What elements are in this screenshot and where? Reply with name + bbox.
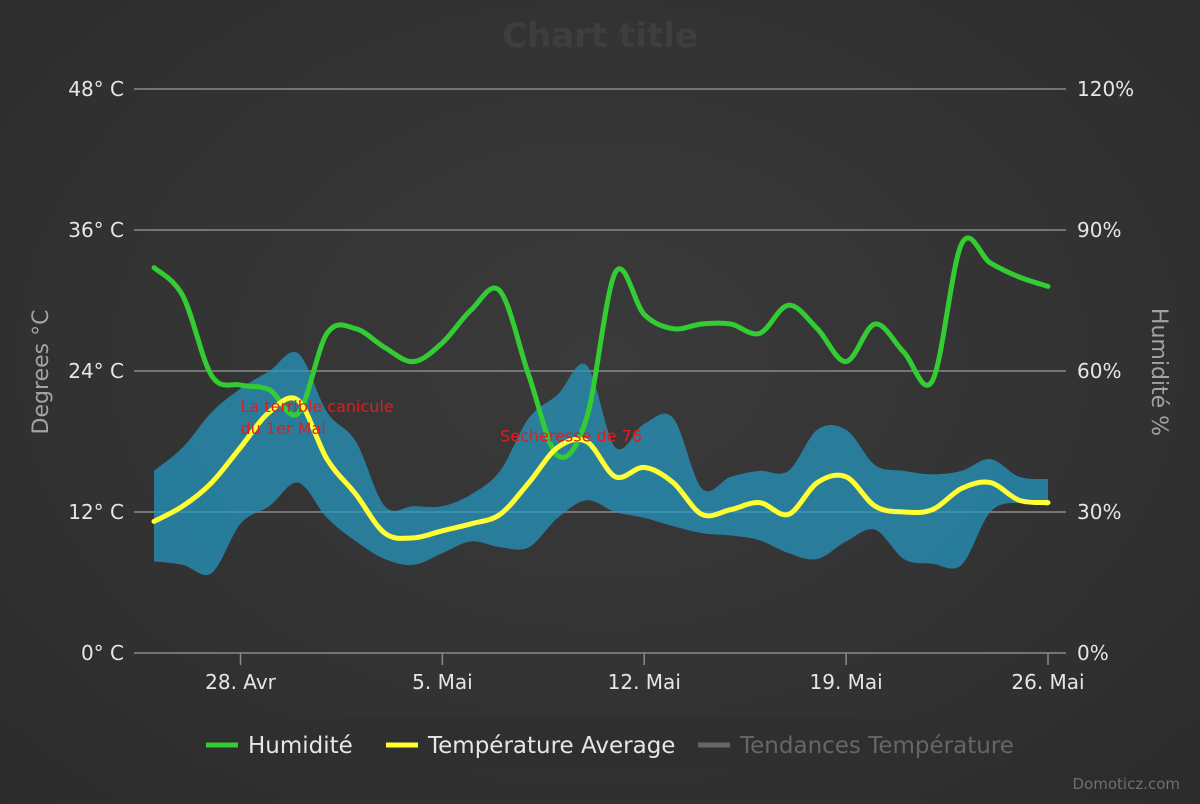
series-lines	[151, 235, 1051, 541]
legend-item-2[interactable]: Tendances Température	[739, 733, 1014, 759]
y-left-tick-label: 48° C	[68, 77, 124, 101]
annotation-0-line-1: du 1er Mai	[241, 419, 326, 438]
y-left-tick-label: 0° C	[81, 641, 124, 665]
x-axis: 28. Avr 5. Mai 12. Mai 19. Mai 26. Mai	[205, 653, 1085, 694]
series-line-1	[151, 395, 1051, 541]
legend-item-1[interactable]: Température Average	[427, 733, 675, 759]
x-tick-label: 19. Mai	[810, 670, 883, 694]
y-left-tick-label: 24° C	[68, 359, 124, 383]
y-axis-left-title: Degrees °C	[29, 310, 54, 435]
y-left-tick-label: 12° C	[68, 500, 124, 524]
y-right-tick-label: 0%	[1077, 641, 1109, 665]
x-tick-label: 12. Mai	[608, 670, 681, 694]
series-line-0	[151, 235, 1051, 460]
y-right-tick-label: 90%	[1077, 218, 1121, 242]
x-tick-label: 5. Mai	[412, 670, 473, 694]
x-tick-label: 28. Avr	[205, 670, 277, 694]
y-right-tick-label: 120%	[1077, 77, 1134, 101]
y-axis-left: 0° C 12° C 24° C 36° C 48° C	[68, 77, 124, 665]
y-axis-right: 0% 30% 60% 90% 120%	[1077, 77, 1134, 665]
y-axis-right-title: Humidité %	[1146, 308, 1171, 436]
y-left-tick-label: 36° C	[68, 218, 124, 242]
chart-title: Chart title	[502, 16, 698, 56]
legend-item-0[interactable]: Humidité	[248, 733, 353, 759]
annotation-0-line-0: La terrible canicule	[241, 397, 394, 416]
y-right-tick-label: 60%	[1077, 359, 1121, 383]
y-right-tick-label: 30%	[1077, 500, 1121, 524]
legend-box	[190, 718, 1010, 770]
credits-text[interactable]: Domoticz.com	[1073, 775, 1181, 793]
x-tick-label: 26. Mai	[1011, 670, 1084, 694]
annotation-1-line-0: Secheresse de 76	[500, 427, 642, 446]
legend: Humidité Température Average Tendances Tem…	[190, 718, 1014, 770]
annotations: La terrible canicule du 1er Mai Secheresse…	[241, 397, 642, 445]
